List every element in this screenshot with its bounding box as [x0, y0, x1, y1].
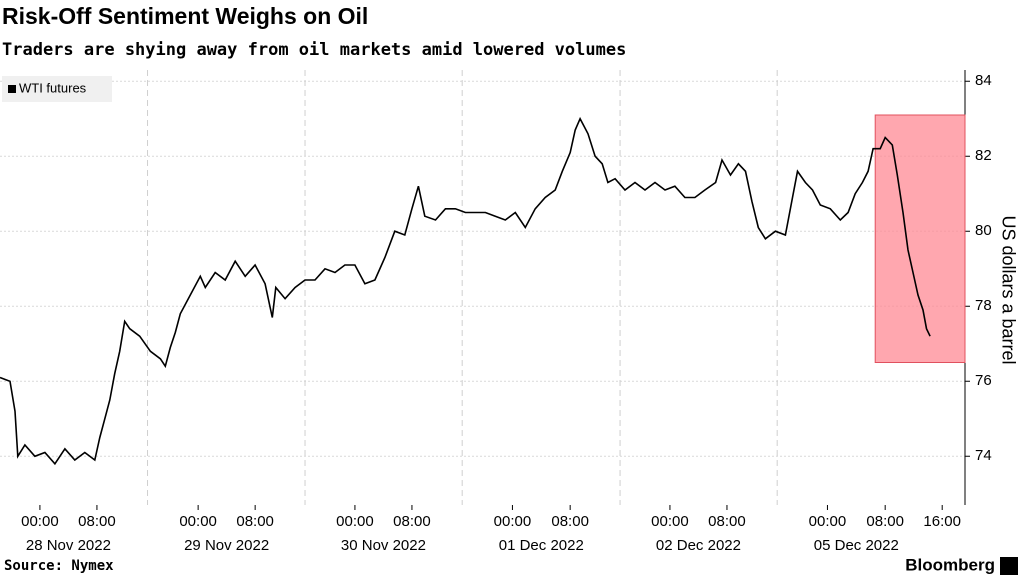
x-tick-label: 00:00	[494, 513, 532, 530]
legend-swatch	[8, 85, 16, 93]
x-group-label: 02 Dec 2022	[656, 537, 741, 554]
chart-subtitle: Traders are shying away from oil markets…	[2, 40, 626, 60]
x-tick-label: 00:00	[179, 513, 217, 530]
y-tick-label: 80	[975, 222, 992, 239]
x-group-label: 28 Nov 2022	[26, 537, 111, 554]
x-tick-label: 00:00	[809, 513, 847, 530]
y-tick-label: 84	[975, 72, 992, 89]
x-tick-label: 08:00	[78, 513, 116, 530]
x-tick-label: 00:00	[21, 513, 59, 530]
x-group-label: 01 Dec 2022	[499, 537, 584, 554]
x-tick-label: 08:00	[393, 513, 431, 530]
x-group-label: 29 Nov 2022	[184, 537, 269, 554]
series-line	[0, 116, 931, 466]
brand: Bloomberg	[905, 555, 995, 574]
x-tick-label: 00:00	[651, 513, 689, 530]
chart-title: Risk-Off Sentiment Weighs on Oil	[2, 3, 368, 29]
brand-icon	[1000, 557, 1018, 575]
x-tick-label: 16:00	[923, 513, 961, 530]
x-group-label: 05 Dec 2022	[814, 537, 899, 554]
x-tick-label: 08:00	[708, 513, 746, 530]
source: Source: Nymex	[4, 558, 114, 574]
y-tick-label: 78	[975, 297, 992, 314]
highlight-box	[874, 114, 966, 363]
y-tick-label: 74	[975, 447, 992, 464]
legend-box	[2, 76, 112, 102]
x-tick-label: 08:00	[236, 513, 274, 530]
legend-label: WTI futures	[19, 80, 87, 95]
x-tick-label: 08:00	[866, 513, 904, 530]
x-group-label: 30 Nov 2022	[341, 537, 426, 554]
x-tick-label: 08:00	[551, 513, 589, 530]
x-tick-label: 00:00	[336, 513, 374, 530]
y-tick-label: 82	[975, 147, 992, 164]
y-tick-label: 76	[975, 372, 992, 389]
y-axis-label: US dollars a barrel	[998, 215, 1018, 364]
